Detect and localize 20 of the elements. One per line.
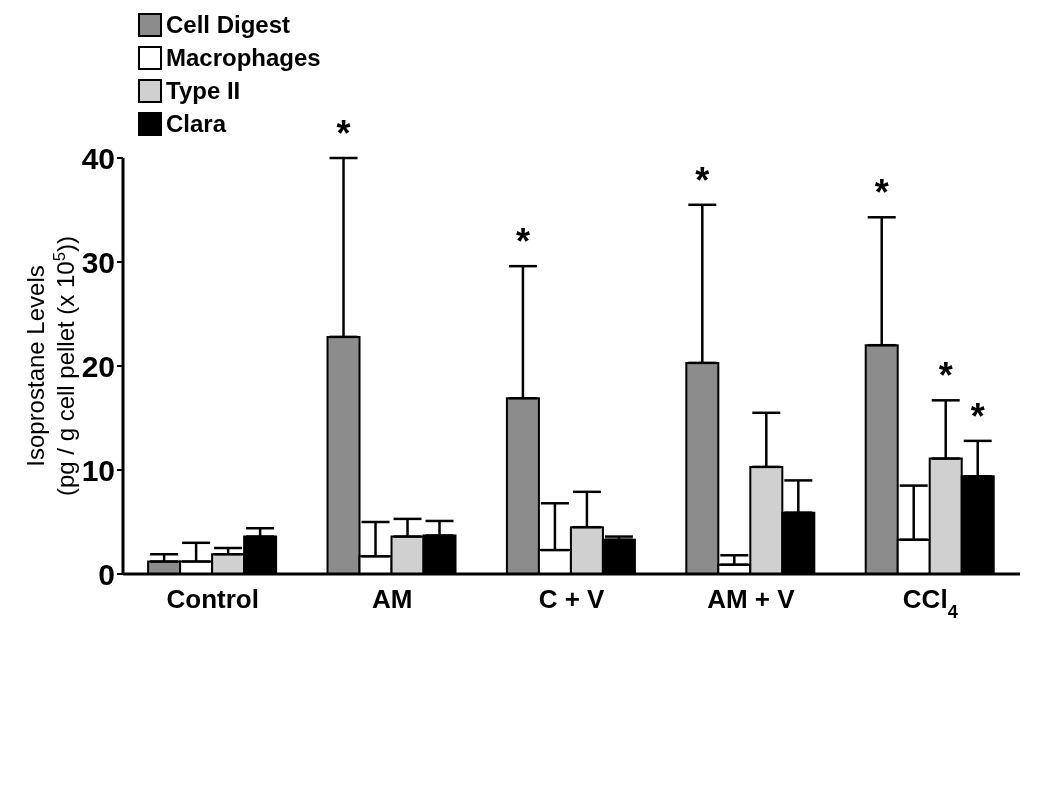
x-tick-label: AM [371,584,413,614]
annotation: * [515,221,530,263]
y-tick-label: 20 [81,349,115,383]
legend-label: Type II [166,76,241,106]
legend-label: Cell Digest [166,10,291,40]
y-tick-label: 0 [98,557,115,591]
annotation: * [874,172,889,214]
y-tick-label: 10 [81,453,115,487]
annotation: * [695,159,710,201]
y-tick-label: 30 [81,245,115,279]
x-tick-label: AM + V [707,584,796,614]
text: * [336,113,351,154]
legend-label: Macrophages [166,43,321,73]
x-tick-label: C + V [538,584,606,614]
x-tick-label: Control [166,584,259,614]
annotation: * [970,395,985,437]
x-tick-label: CCl$_{4}$ [902,584,959,622]
legend-label: Clara [166,109,227,139]
y-tick-label: 40 [81,141,115,175]
annotation: * [938,355,953,397]
